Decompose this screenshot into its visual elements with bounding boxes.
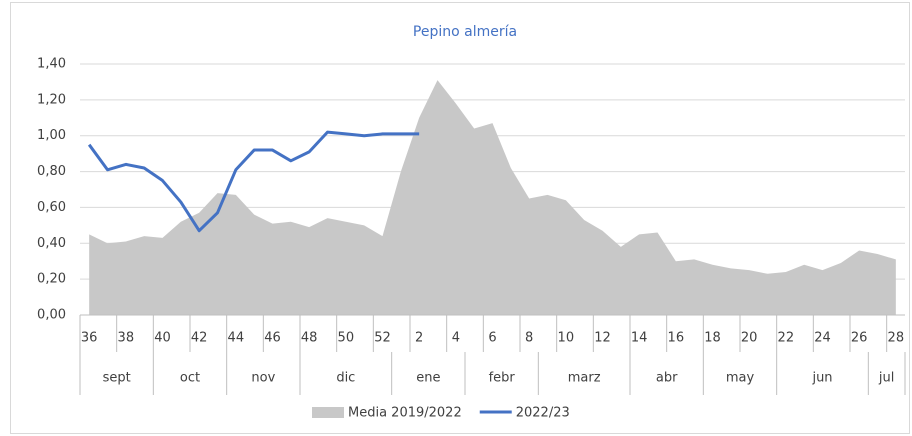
month-label: abr bbox=[656, 371, 678, 386]
x-tick-label: 14 bbox=[631, 331, 648, 346]
x-tick-label: 44 bbox=[228, 331, 245, 346]
month-label: nov bbox=[251, 371, 275, 386]
month-label: jun bbox=[811, 371, 832, 386]
x-tick-label: 48 bbox=[301, 331, 318, 346]
month-label: may bbox=[726, 371, 755, 386]
legend-swatch bbox=[312, 407, 344, 418]
month-label: jul bbox=[878, 371, 894, 386]
chart-title: Pepino almería bbox=[413, 24, 517, 40]
x-tick-label: 40 bbox=[154, 331, 171, 346]
y-tick-label: 0,20 bbox=[37, 272, 66, 287]
x-tick-label: 28 bbox=[888, 331, 905, 346]
x-tick-label: 24 bbox=[814, 331, 831, 346]
month-label: oct bbox=[180, 371, 200, 386]
y-tick-label: 0,00 bbox=[37, 308, 66, 323]
x-tick-label: 2 bbox=[415, 331, 423, 346]
x-tick-label: 22 bbox=[778, 331, 795, 346]
y-tick-label: 0,80 bbox=[37, 164, 66, 179]
x-tick-label: 38 bbox=[118, 331, 135, 346]
x-tick-label: 26 bbox=[851, 331, 868, 346]
month-label: febr bbox=[489, 371, 516, 386]
x-tick-label: 8 bbox=[525, 331, 533, 346]
x-tick-label: 6 bbox=[488, 331, 496, 346]
y-tick-label: 1,20 bbox=[37, 92, 66, 107]
x-tick-label: 36 bbox=[81, 331, 98, 346]
legend-label: 2022/23 bbox=[516, 406, 570, 421]
x-tick-label: 42 bbox=[191, 331, 208, 346]
x-tick-label: 4 bbox=[452, 331, 460, 346]
y-tick-label: 0,60 bbox=[37, 200, 66, 215]
y-tick-label: 0,40 bbox=[37, 236, 66, 251]
x-tick-label: 12 bbox=[594, 331, 611, 346]
month-label: marz bbox=[568, 371, 601, 386]
x-tick-label: 46 bbox=[264, 331, 281, 346]
y-tick-label: 1,40 bbox=[37, 57, 66, 72]
month-label: dic bbox=[336, 371, 355, 386]
x-tick-label: 50 bbox=[338, 331, 355, 346]
x-tick-label: 18 bbox=[704, 331, 721, 346]
month-label: sept bbox=[103, 371, 131, 386]
x-tick-label: 52 bbox=[374, 331, 391, 346]
x-tick-label: 10 bbox=[558, 331, 575, 346]
legend-label: Media 2019/2022 bbox=[348, 406, 462, 421]
line bbox=[87, 130, 420, 233]
area bbox=[89, 80, 896, 315]
x-tick-label: 16 bbox=[668, 331, 685, 346]
y-tick-label: 1,00 bbox=[37, 128, 66, 143]
x-tick-label: 20 bbox=[741, 331, 758, 346]
month-label: ene bbox=[416, 371, 440, 386]
